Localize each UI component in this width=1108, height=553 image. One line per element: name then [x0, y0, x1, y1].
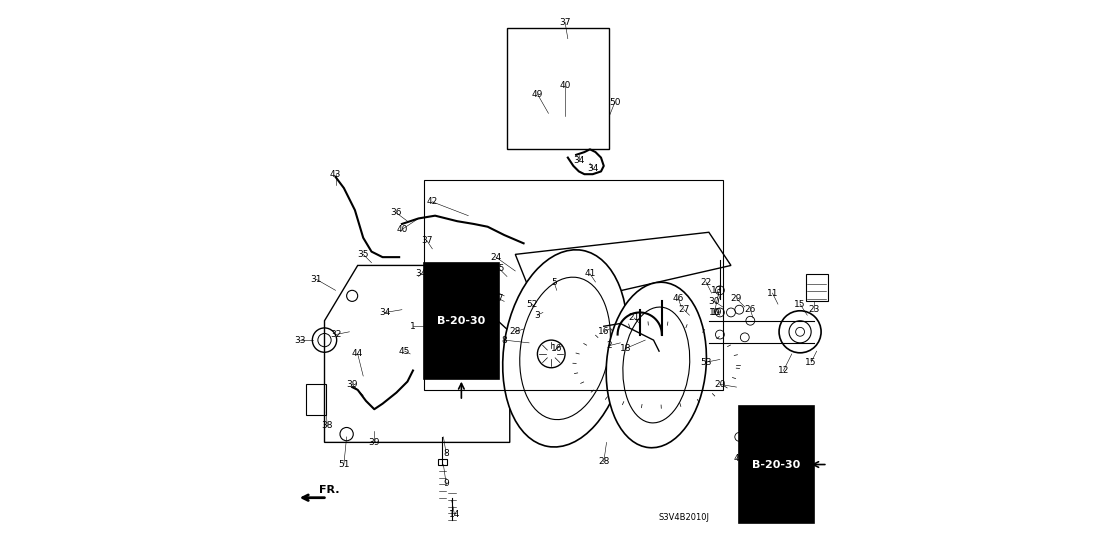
Text: 25: 25	[493, 264, 504, 273]
Text: 40: 40	[560, 81, 571, 90]
Text: 9: 9	[443, 479, 449, 488]
Text: 37: 37	[421, 236, 432, 245]
Text: 36: 36	[391, 208, 402, 217]
Text: 10: 10	[709, 308, 720, 317]
Ellipse shape	[606, 282, 707, 448]
Text: 16: 16	[598, 327, 609, 336]
Text: 38: 38	[321, 421, 334, 430]
Text: 8: 8	[501, 336, 507, 345]
Text: 39: 39	[369, 438, 380, 447]
Text: 21: 21	[628, 314, 640, 322]
Text: 34: 34	[380, 308, 391, 317]
Bar	[806, 274, 828, 301]
Text: 24: 24	[756, 432, 767, 441]
Text: 32: 32	[330, 330, 341, 339]
Text: B-20-30: B-20-30	[438, 316, 485, 326]
Ellipse shape	[623, 307, 690, 423]
Text: 8: 8	[443, 449, 449, 458]
Text: 34: 34	[587, 164, 598, 173]
Bar	[739, 406, 814, 523]
Text: 14: 14	[449, 510, 460, 519]
Text: 15: 15	[794, 300, 806, 309]
Text: 46: 46	[673, 294, 684, 303]
Text: 19: 19	[711, 308, 722, 317]
Text: 48: 48	[488, 286, 499, 295]
Text: 35: 35	[358, 250, 369, 259]
Text: 48: 48	[759, 496, 770, 505]
Text: 43: 43	[330, 170, 341, 179]
Text: 27: 27	[678, 305, 689, 314]
Text: 12: 12	[778, 366, 789, 375]
Text: 6: 6	[750, 441, 756, 450]
Text: 34: 34	[573, 156, 585, 165]
Text: 28: 28	[510, 327, 521, 336]
Bar	[306, 384, 326, 415]
Text: 15: 15	[806, 358, 817, 367]
Ellipse shape	[503, 250, 627, 447]
Text: 23: 23	[808, 305, 820, 314]
Text: 51: 51	[338, 460, 350, 469]
Text: 53: 53	[700, 358, 711, 367]
Text: 42: 42	[427, 197, 438, 206]
Polygon shape	[325, 265, 510, 442]
Bar	[507, 28, 609, 149]
Text: 26: 26	[745, 305, 756, 314]
Text: 44: 44	[352, 349, 363, 358]
Text: 25: 25	[765, 446, 776, 455]
Text: 47: 47	[753, 485, 765, 494]
Text: S3V4B2010J: S3V4B2010J	[658, 513, 709, 521]
Text: 26: 26	[745, 427, 756, 436]
Text: 5: 5	[551, 278, 557, 286]
Text: 29: 29	[731, 294, 742, 303]
Text: 47: 47	[493, 294, 504, 303]
Text: 40: 40	[397, 225, 408, 234]
Text: 1: 1	[410, 322, 416, 331]
Bar	[424, 180, 722, 390]
Text: 33: 33	[294, 336, 306, 345]
Text: 34: 34	[416, 269, 427, 278]
Bar	[438, 459, 447, 465]
Text: 37: 37	[560, 18, 571, 27]
Text: 45: 45	[399, 347, 410, 356]
Text: 49: 49	[532, 90, 543, 98]
Text: 31: 31	[310, 275, 322, 284]
Text: 18: 18	[620, 344, 632, 353]
Text: 24: 24	[491, 253, 502, 262]
Text: 52: 52	[526, 300, 537, 309]
Text: 4: 4	[733, 455, 739, 463]
Text: FR.: FR.	[319, 485, 339, 495]
Text: 11: 11	[767, 289, 778, 298]
Text: 20: 20	[715, 380, 726, 389]
Bar	[424, 263, 499, 379]
Text: 2: 2	[606, 341, 612, 350]
Text: 41: 41	[584, 269, 596, 278]
Polygon shape	[515, 232, 731, 310]
Text: 3: 3	[534, 311, 541, 320]
Text: 30: 30	[709, 297, 720, 306]
Text: 22: 22	[700, 278, 711, 286]
Text: 28: 28	[598, 457, 609, 466]
Text: 39: 39	[347, 380, 358, 389]
Ellipse shape	[520, 277, 611, 420]
Text: 16: 16	[551, 344, 563, 353]
Text: 13: 13	[711, 286, 722, 295]
Text: B-20-30: B-20-30	[752, 460, 801, 469]
Text: 50: 50	[609, 98, 620, 107]
